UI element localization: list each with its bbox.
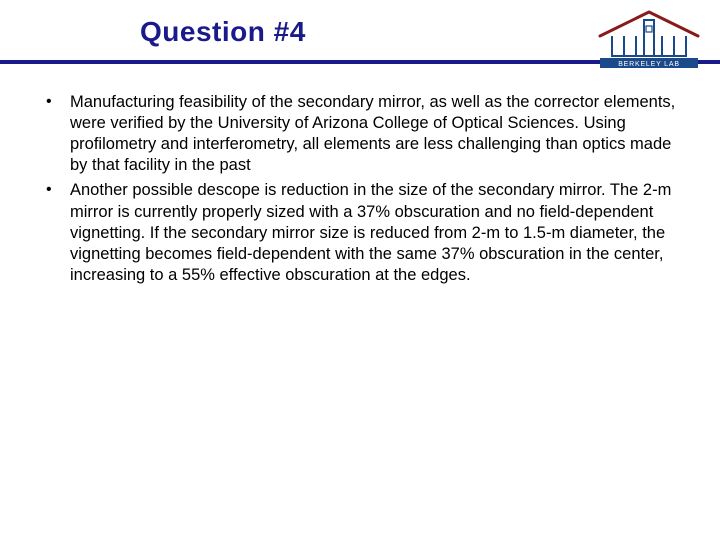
list-item: Another possible descope is reduction in… [40, 180, 680, 286]
list-item: Manufacturing feasibility of the seconda… [40, 92, 680, 176]
bullet-list: Manufacturing feasibility of the seconda… [40, 92, 680, 286]
slide-title: Question #4 [140, 16, 306, 48]
logo-plaque-text: BERKELEY LAB [618, 61, 680, 68]
slide-body: Manufacturing feasibility of the seconda… [40, 92, 680, 290]
slide: Question #4 BERKELEY LAB Manufacturing f… [0, 0, 720, 540]
berkeley-lab-logo-icon: BERKELEY LAB [594, 6, 704, 68]
